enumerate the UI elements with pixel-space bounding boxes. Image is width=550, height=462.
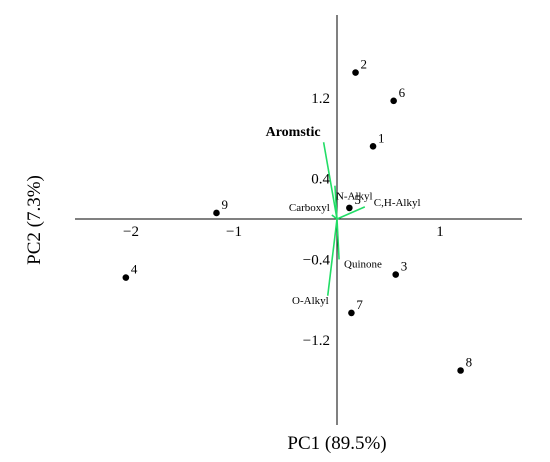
score-point-label: 5: [354, 192, 361, 207]
loading-vector-quinone: [336, 218, 340, 260]
score-point-2: [352, 69, 359, 76]
y-tick-label: −0.4: [303, 252, 331, 268]
loading-label: Quinone: [344, 258, 382, 270]
loading-vector-carboxyl: [331, 214, 338, 220]
score-point-label: 1: [378, 130, 385, 145]
score-point-label: 3: [401, 259, 408, 274]
score-point-1: [369, 142, 377, 150]
loading-vector-n-alkyl: [334, 185, 338, 220]
score-point-6: [390, 97, 397, 105]
score-point-label: 8: [466, 355, 473, 370]
score-point-label: 9: [221, 197, 228, 212]
x-tick-labels: −2 −1 1: [123, 224, 444, 240]
y-tick-label: 0.4: [311, 172, 330, 188]
x-tick-label: −2: [123, 224, 139, 240]
score-point-7: [348, 309, 355, 317]
loading-label: O-Alkyl: [292, 295, 329, 307]
score-point-label: 7: [356, 297, 363, 312]
loading-vector-c-h-alkyl: [336, 206, 366, 220]
x-axis-title: PC1 (89.5%): [287, 433, 386, 454]
score-point-5: [346, 204, 353, 212]
score-points: 1 2 3 4 5 6 7 8 9: [122, 57, 473, 374]
x-tick-label: −1: [226, 224, 242, 240]
score-point-label: 2: [361, 57, 368, 72]
loading-vector-aromstic: [322, 142, 338, 220]
y-tick-labels: 1.2 0.4 −0.4 −1.2: [303, 91, 331, 349]
loading-label: Carboxyl: [289, 202, 330, 214]
loading-vector-o-alkyl: [326, 218, 338, 296]
x-tick-label: 1: [436, 224, 444, 240]
score-point-8: [457, 367, 464, 374]
score-point-label: 4: [131, 262, 138, 277]
loading-label: Aromstic: [266, 125, 321, 140]
loading-label: N-Alkyl: [336, 191, 373, 203]
score-point-label: 6: [399, 85, 406, 100]
y-tick-label: −1.2: [303, 333, 330, 349]
score-point-3: [392, 271, 400, 278]
score-point-4: [122, 274, 130, 281]
y-axis-title: PC2 (7.3%): [24, 175, 45, 265]
y-tick-label: 1.2: [311, 91, 330, 107]
score-point-9: [213, 209, 220, 217]
loading-label: C,H-Alkyl: [374, 197, 421, 209]
